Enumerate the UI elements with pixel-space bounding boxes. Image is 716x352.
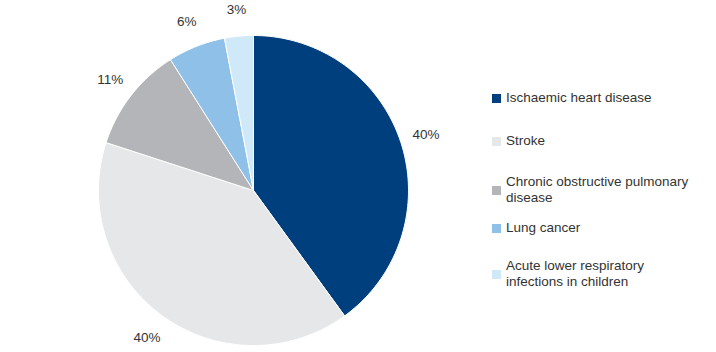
html-text:Chronic obstructive pulmonary: Chronic obstructive pulmonary disease	[506, 174, 689, 205]
html-text:Lung cancer: Lung cancer	[506, 220, 581, 235]
svg-text:40%: 40%	[133, 330, 160, 345]
html-text:Ischaemic heart disease: Ischaemic heart disease	[506, 90, 652, 105]
svg-text:11%: 11%	[97, 72, 123, 87]
svg-text:6%: 6%	[177, 14, 197, 29]
html-text:Acute lower respiratory infect: Acute lower respiratory infections in ch…	[506, 258, 645, 289]
svg-text:3%: 3%	[227, 2, 247, 17]
html-text:Stroke: Stroke	[506, 133, 545, 148]
svg-text:40%: 40%	[412, 127, 439, 142]
